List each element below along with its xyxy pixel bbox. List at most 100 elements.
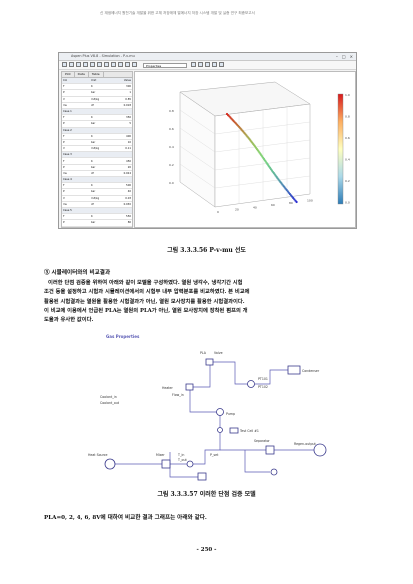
zoom-in-icon[interactable] xyxy=(191,62,196,67)
table-cell: P xyxy=(62,89,90,97)
table-cell: T xyxy=(62,182,90,190)
table-cell: Case 4 xyxy=(62,176,90,184)
plot-gridlines xyxy=(179,107,311,204)
mixer-block[interactable] xyxy=(161,459,171,469)
x-tick-label: 60 xyxy=(271,203,275,207)
table-row[interactable]: T K 550 xyxy=(62,213,132,221)
simulation-model-diagram: Gas Properties PLA Valve PT101 PT102 Heater Fl… xyxy=(88,334,327,481)
table-cell: cP xyxy=(90,102,110,109)
table-row[interactable]: mu cP 0.024 xyxy=(62,170,132,178)
table-cell: 80 xyxy=(110,219,132,227)
regen-output-icon[interactable] xyxy=(313,443,327,457)
plot-icon[interactable] xyxy=(132,62,137,67)
table-row[interactable]: Col Unit Value xyxy=(62,78,132,85)
redo-icon[interactable] xyxy=(90,62,95,67)
export-icon[interactable] xyxy=(219,62,224,67)
table-row[interactable]: Case 5 xyxy=(62,207,132,215)
table-row[interactable]: T K 350 xyxy=(62,114,132,122)
table-cell: cP xyxy=(90,201,110,208)
check-icon[interactable] xyxy=(125,62,130,67)
x-tick-label: 80 xyxy=(289,201,293,205)
diagram-label-left-node: Heat Source xyxy=(88,453,108,457)
diagram-label-p-set: P_set xyxy=(210,453,219,457)
separator-block[interactable] xyxy=(265,445,275,455)
undo-icon[interactable] xyxy=(83,62,88,67)
table-row[interactable]: T K 450 xyxy=(62,157,132,165)
zoom-out-icon[interactable] xyxy=(198,62,203,67)
test-cell-block[interactable] xyxy=(229,427,239,434)
rotate-icon[interactable] xyxy=(205,62,210,67)
run-icon[interactable] xyxy=(97,62,102,67)
x-tick-label: 100 xyxy=(307,199,313,203)
table-cell: 350 xyxy=(110,114,132,122)
figure1-caption: 그림 3.3.3.56 P-v-mu 선도 xyxy=(167,247,246,254)
table-cell: P xyxy=(62,120,90,128)
maximize-icon[interactable]: □ xyxy=(341,54,346,59)
valve-block[interactable] xyxy=(205,358,214,366)
close-icon[interactable]: × xyxy=(349,54,353,59)
open-folder-icon[interactable] xyxy=(69,62,74,67)
table-cell: cP xyxy=(90,170,110,178)
new-file-icon[interactable] xyxy=(62,62,67,67)
table-cell xyxy=(110,176,132,184)
table-cell: V xyxy=(62,195,90,202)
condenser-block[interactable] xyxy=(287,365,301,375)
table-row[interactable]: Case 1 xyxy=(62,108,132,116)
stop-icon[interactable] xyxy=(111,62,116,67)
table-cell: 550 xyxy=(110,213,132,221)
lower-valve-block[interactable] xyxy=(197,472,207,481)
table-row[interactable]: mu cP 0.030 xyxy=(62,201,132,208)
step-icon[interactable] xyxy=(104,62,109,67)
junction-icon[interactable] xyxy=(186,460,194,468)
sensor-icon[interactable] xyxy=(217,427,223,433)
table-cell: 10 xyxy=(110,139,132,147)
table-row[interactable]: mu cP 0.018 xyxy=(62,102,132,109)
tab-plot[interactable]: Plot xyxy=(62,72,75,77)
table-row[interactable]: Vm3/kg0.01 xyxy=(62,226,132,227)
table-row[interactable]: T K 500 xyxy=(62,182,132,190)
toolbar-dropdown[interactable]: Properties xyxy=(143,62,187,68)
outlet-icon[interactable] xyxy=(270,468,278,476)
tab-table[interactable]: Table xyxy=(89,72,104,77)
plot-area[interactable]: 0 20 40 60 80 100 0.0 0.2 0.4 0.6 0.8 1.0 0.8 0.6 0.4… xyxy=(134,71,356,228)
minimize-icon[interactable]: – xyxy=(335,54,338,59)
table-cell: Value xyxy=(110,78,132,85)
heat-exchanger-icon[interactable] xyxy=(247,380,255,388)
reset-icon[interactable] xyxy=(118,62,123,67)
table-cell xyxy=(90,151,110,159)
pan-icon[interactable] xyxy=(212,62,217,67)
diagram-label-pump: Pump xyxy=(226,412,235,416)
save-icon[interactable] xyxy=(76,62,81,67)
y-tick-label: 0.6 xyxy=(169,127,174,131)
diagram-label-sensor2: PT102 xyxy=(258,385,268,389)
figure2-caption: 그림 3.3.3.57 이러한 단점 검증 모델 xyxy=(157,491,256,498)
table-row[interactable]: T K 300 xyxy=(62,83,132,91)
table-cell: m3/kg xyxy=(90,226,110,227)
table-cell: bar xyxy=(90,120,110,128)
table-cell xyxy=(90,207,110,215)
table-cell: bar xyxy=(90,89,110,97)
table-row[interactable]: Case 2 xyxy=(62,127,132,134)
tab-data[interactable]: Data xyxy=(75,72,89,77)
table-cell: V xyxy=(62,226,90,227)
heater-block[interactable] xyxy=(185,383,194,391)
table-row[interactable]: Case 3 xyxy=(62,151,132,159)
table-row[interactable]: Case 4 xyxy=(62,176,132,184)
table-cell xyxy=(90,127,110,134)
table-cell: 0.024 xyxy=(110,170,132,178)
heat-source-icon[interactable] xyxy=(104,458,116,470)
table-row[interactable]: T K 400 xyxy=(62,133,132,140)
colorbar-tick-label: 0.6 xyxy=(345,136,350,140)
table-cell: m3/kg xyxy=(90,145,110,153)
pump-icon[interactable] xyxy=(216,408,224,416)
